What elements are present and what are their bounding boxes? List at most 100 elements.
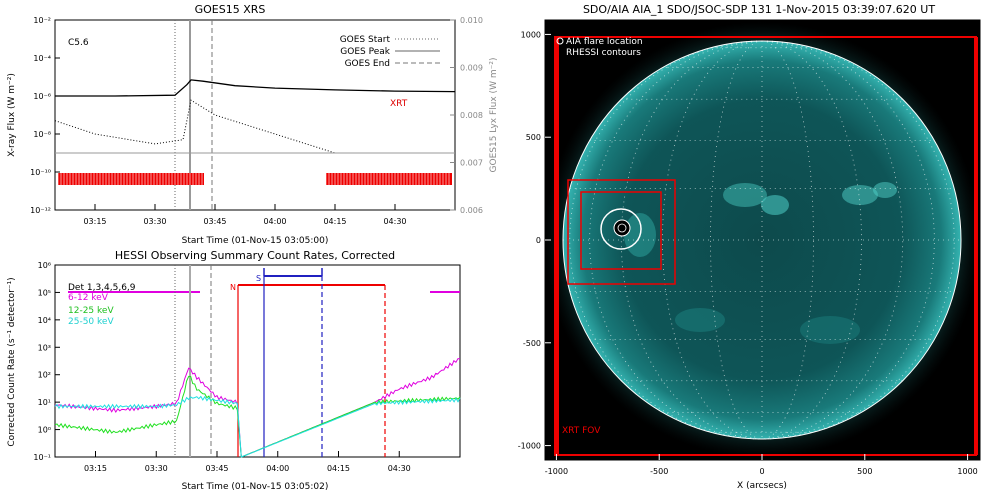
goes-y-tick-label-right: 0.006 bbox=[460, 206, 483, 215]
hessi-y-tick-label: 10⁰ bbox=[38, 426, 51, 435]
aia-legend-rhessi: RHESSI contours bbox=[566, 48, 641, 58]
hessi-series-line bbox=[54, 375, 461, 458]
longitude-line bbox=[761, 40, 955, 440]
goes-y-tick-label: 10⁻¹² bbox=[30, 206, 51, 215]
aia-y-tick-label: -500 bbox=[523, 339, 541, 348]
aia-active-regions bbox=[624, 182, 897, 344]
goes-coverage-bars bbox=[57, 173, 452, 185]
aia-limb bbox=[562, 40, 962, 440]
aia-x-tick-label: -500 bbox=[650, 467, 668, 476]
goes-title: GOES15 XRS bbox=[195, 3, 266, 16]
hessi-series bbox=[54, 358, 461, 458]
goes-y-label-right: GOES15 Lyx Flux (W m⁻²) bbox=[489, 58, 499, 173]
hessi-y-label: Corrected Count Rate (s⁻¹ detector⁻¹) bbox=[7, 277, 17, 446]
active-region bbox=[873, 182, 897, 198]
hessi-x-tick-label: 04:30 bbox=[388, 464, 411, 473]
aia-x-tick-label: -1000 bbox=[545, 467, 568, 476]
aia-y-tick-label: 0 bbox=[536, 236, 541, 245]
goes-x-tick-label: 03:30 bbox=[143, 217, 166, 226]
hessi-title: HESSI Observing Summary Count Rates, Cor… bbox=[115, 249, 395, 262]
aia-y-tick-label: 500 bbox=[526, 133, 541, 142]
goes-y-tick-label: 10⁻⁴ bbox=[33, 54, 51, 63]
aia-legend-flare: AIA flare location bbox=[566, 37, 643, 47]
goes-y-tick-label: 10⁻⁸ bbox=[33, 130, 51, 139]
hessi-y-tick-label: 10¹ bbox=[38, 398, 51, 407]
goes-series-line bbox=[55, 79, 456, 97]
goes-y-tick-label: 10⁻¹⁰ bbox=[30, 168, 51, 177]
active-region bbox=[800, 316, 860, 344]
goes-coverage-bar bbox=[58, 173, 204, 185]
goes-y-tick-label: 10⁻⁶ bbox=[33, 92, 51, 101]
hessi-x-tick-label: 03:45 bbox=[205, 464, 228, 473]
hessi-y-ticks: 10⁶ 10⁵ 10⁴ 10³ 10² 10¹ 10⁰ 10⁻¹ bbox=[33, 261, 60, 462]
hessi-legend-det: Det 1,3,4,5,6,9 bbox=[68, 283, 136, 293]
rhessi-contour bbox=[613, 219, 631, 237]
aia-solar-disk bbox=[563, 41, 961, 439]
aia-y-tick-label: 1000 bbox=[521, 30, 541, 39]
goes-y-ticks-right: 0.010 0.009 0.008 0.007 0.006 bbox=[450, 16, 483, 215]
hessi-legend-12-25: 12-25 keV bbox=[68, 306, 114, 316]
aia-panel: SDO/AIA AIA_1 SDO/JSOC-SDP 131 1-Nov-201… bbox=[518, 3, 981, 491]
aia-x-tick-label: 0 bbox=[759, 467, 764, 476]
hessi-y-tick-label: 10⁴ bbox=[38, 316, 51, 325]
goes-x-tick-label: 04:00 bbox=[263, 217, 286, 226]
hessi-x-tick-label: 04:15 bbox=[327, 464, 350, 473]
goes-y-tick-label-right: 0.008 bbox=[460, 111, 483, 120]
longitude-line bbox=[761, 40, 862, 440]
aia-x-label: X (arcsecs) bbox=[737, 481, 787, 491]
hessi-y-tick-label: 10⁻¹ bbox=[33, 453, 51, 462]
hessi-y-tick-label: 10⁵ bbox=[38, 288, 51, 297]
hessi-series-line bbox=[54, 395, 461, 458]
goes-class-label: C5.6 bbox=[68, 38, 89, 48]
goes-y-tick-label-right: 0.007 bbox=[460, 159, 483, 168]
hessi-legend-6-12: 6-12 keV bbox=[68, 293, 109, 303]
hessi-y-tick-label: 10³ bbox=[38, 343, 51, 352]
hessi-flag-s: S bbox=[256, 274, 261, 283]
hessi-x-ticks: 03:15 03:30 03:45 04:00 04:15 04:30 bbox=[84, 451, 411, 473]
aia-y-ticks: 1000 500 0 -500 -1000 bbox=[518, 30, 551, 451]
hessi-y-tick-label: 10² bbox=[38, 371, 51, 380]
aia-legend-circle-icon bbox=[556, 37, 564, 45]
goes-series bbox=[54, 79, 456, 154]
goes-legend-start: GOES Start bbox=[340, 35, 391, 45]
active-region bbox=[761, 195, 789, 215]
hessi-y-tick-label: 10⁶ bbox=[38, 261, 51, 270]
goes-x-ticks: 03:15 03:30 03:45 04:00 04:15 04:30 bbox=[83, 204, 407, 226]
goes-x-tick-label: 04:30 bbox=[383, 217, 406, 226]
goes-x-tick-label: 03:15 bbox=[83, 217, 106, 226]
goes-x-tick-label: 03:45 bbox=[203, 217, 226, 226]
active-region bbox=[842, 185, 878, 205]
hessi-x-tick-label: 03:30 bbox=[145, 464, 168, 473]
xrt-subfield-box bbox=[567, 179, 676, 285]
goes-y-tick-label-right: 0.009 bbox=[460, 64, 483, 73]
hessi-x-tick-label: 03:15 bbox=[84, 464, 107, 473]
active-region bbox=[723, 183, 767, 207]
hessi-series-line bbox=[54, 358, 461, 458]
hessi-x-label: Start Time (01-Nov-15 03:05:02) bbox=[182, 482, 329, 492]
aia-x-tick-label: 1000 bbox=[957, 467, 977, 476]
goes-legend-peak: GOES Peak bbox=[340, 47, 390, 57]
active-region bbox=[675, 308, 725, 332]
hessi-x-tick-label: 04:00 bbox=[266, 464, 289, 473]
goes-xrt-label: XRT bbox=[390, 99, 408, 109]
longitude-line bbox=[662, 40, 763, 440]
goes-y-ticks: 10⁻² 10⁻⁴ 10⁻⁶ 10⁻⁸ 10⁻¹⁰ 10⁻¹² bbox=[30, 16, 60, 215]
goes-y-tick-label-right: 0.010 bbox=[460, 16, 483, 25]
goes-x-label: Start Time (01-Nov-15 03:05:00) bbox=[182, 236, 329, 246]
goes-x-tick-label: 04:15 bbox=[323, 217, 346, 226]
longitude-line bbox=[761, 40, 904, 440]
goes-series-line bbox=[54, 99, 455, 154]
aia-x-ticks: -1000 -500 0 500 1000 bbox=[545, 454, 978, 476]
aia-x-tick-label: 500 bbox=[857, 467, 872, 476]
longitude-line bbox=[620, 40, 763, 440]
hessi-panel: HESSI Observing Summary Count Rates, Cor… bbox=[7, 249, 461, 492]
aia-flare-location-circle bbox=[600, 208, 642, 250]
hessi-legend-25-50: 25-50 keV bbox=[68, 317, 114, 327]
hessi-frame bbox=[54, 264, 461, 458]
hessi-flag-n: N bbox=[230, 283, 236, 292]
aia-title: SDO/AIA AIA_1 SDO/JSOC-SDP 131 1-Nov-201… bbox=[583, 3, 935, 16]
xrt-inner-box bbox=[580, 191, 662, 270]
xrt-fov-label: XRT FOV bbox=[562, 426, 601, 436]
